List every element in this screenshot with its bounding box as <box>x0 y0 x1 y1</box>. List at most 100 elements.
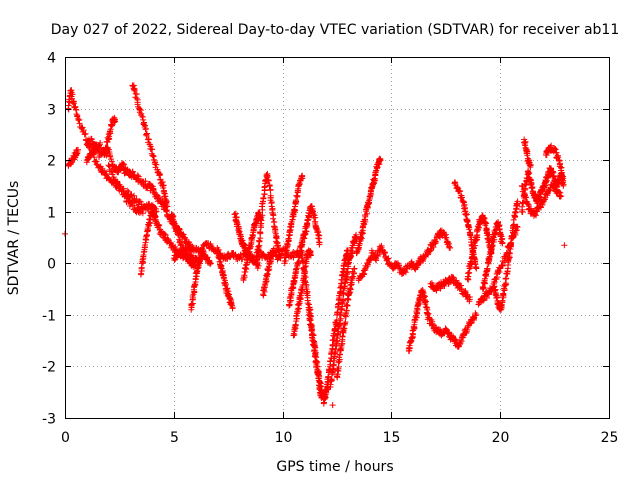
data-track-arc-27 <box>405 287 480 354</box>
data-point <box>467 258 474 265</box>
data-track-arc-33 <box>475 223 521 308</box>
data-point <box>97 139 104 146</box>
data-point <box>412 314 419 321</box>
data-track-arc-20 <box>297 244 332 403</box>
data-point <box>189 294 196 301</box>
data-point <box>239 256 246 263</box>
data-point <box>302 274 309 281</box>
data-point <box>313 361 320 368</box>
data-point <box>519 183 526 190</box>
data-point <box>72 106 79 113</box>
data-point <box>499 239 506 246</box>
data-point <box>455 343 462 350</box>
data-point <box>335 359 342 366</box>
data-point <box>558 193 565 200</box>
data-point <box>103 144 110 151</box>
data-point <box>529 185 536 192</box>
data-track-arc-15 <box>253 170 284 267</box>
data-point <box>514 198 521 205</box>
y-tick-label: 2 <box>47 154 56 170</box>
data-point <box>188 301 195 308</box>
data-track-arc-01 <box>65 146 82 169</box>
data-point <box>512 227 519 234</box>
data-point <box>293 268 300 275</box>
data-point <box>320 400 327 407</box>
data-point <box>134 172 141 179</box>
y-tick-label: -2 <box>42 360 56 376</box>
data-point <box>254 256 261 263</box>
data-point <box>294 261 301 268</box>
data-point <box>308 327 315 334</box>
data-point <box>153 161 160 168</box>
data-point <box>466 269 473 276</box>
data-point <box>150 152 157 159</box>
data-track-arc-29 <box>451 179 480 272</box>
y-tick-label: 1 <box>47 206 56 222</box>
data-point <box>483 220 490 227</box>
data-track-arc-24 <box>333 265 358 381</box>
data-point <box>514 202 521 209</box>
data-point <box>180 231 187 238</box>
data-point <box>317 389 324 396</box>
data-point <box>466 296 473 303</box>
data-point <box>283 253 290 260</box>
data-layer <box>62 82 568 409</box>
data-point <box>259 212 266 219</box>
data-point <box>232 210 239 217</box>
data-point <box>504 265 511 272</box>
data-point <box>161 187 168 194</box>
data-point <box>307 321 314 328</box>
data-point <box>315 235 322 242</box>
data-point <box>384 256 391 263</box>
data-point <box>150 187 157 194</box>
data-point <box>511 212 518 219</box>
data-point <box>277 255 284 262</box>
data-point <box>332 350 339 357</box>
data-point <box>159 198 166 205</box>
data-point <box>519 206 526 213</box>
data-point <box>112 118 119 125</box>
data-point <box>374 252 381 259</box>
data-point <box>491 279 498 286</box>
data-point <box>302 227 309 234</box>
data-point <box>291 206 298 213</box>
data-point <box>141 244 148 251</box>
data-point <box>503 281 510 288</box>
data-point <box>499 299 506 306</box>
data-point <box>81 131 88 138</box>
data-point <box>513 223 520 230</box>
data-point <box>443 234 450 241</box>
data-point <box>306 315 313 322</box>
data-point <box>299 172 306 179</box>
data-point <box>271 223 278 230</box>
data-point <box>136 198 143 205</box>
y-tick-label: -3 <box>42 412 56 428</box>
data-track-arc-16 <box>260 245 277 299</box>
chart-title: Day 027 of 2022, Sidereal Day-to-day VTE… <box>51 22 620 38</box>
data-point <box>458 338 465 345</box>
data-track-arc-07 <box>105 162 160 217</box>
data-point <box>348 274 355 281</box>
data-point <box>133 95 140 102</box>
data-point <box>412 265 419 272</box>
data-point <box>109 169 116 176</box>
data-point <box>261 184 268 191</box>
data-point <box>120 188 127 195</box>
data-point <box>311 347 318 354</box>
data-point <box>276 252 283 259</box>
data-point <box>514 224 521 231</box>
outlier-points <box>62 230 568 409</box>
data-point <box>66 96 73 103</box>
data-point <box>163 207 170 214</box>
data-point <box>357 234 364 241</box>
data-point <box>520 186 527 193</box>
data-point <box>559 174 566 181</box>
data-point <box>367 193 374 200</box>
data-point <box>337 317 344 324</box>
data-point <box>533 212 540 219</box>
data-point <box>289 216 296 223</box>
data-point <box>108 168 115 175</box>
data-point <box>149 146 156 153</box>
data-point <box>162 204 169 211</box>
data-point <box>348 253 355 260</box>
